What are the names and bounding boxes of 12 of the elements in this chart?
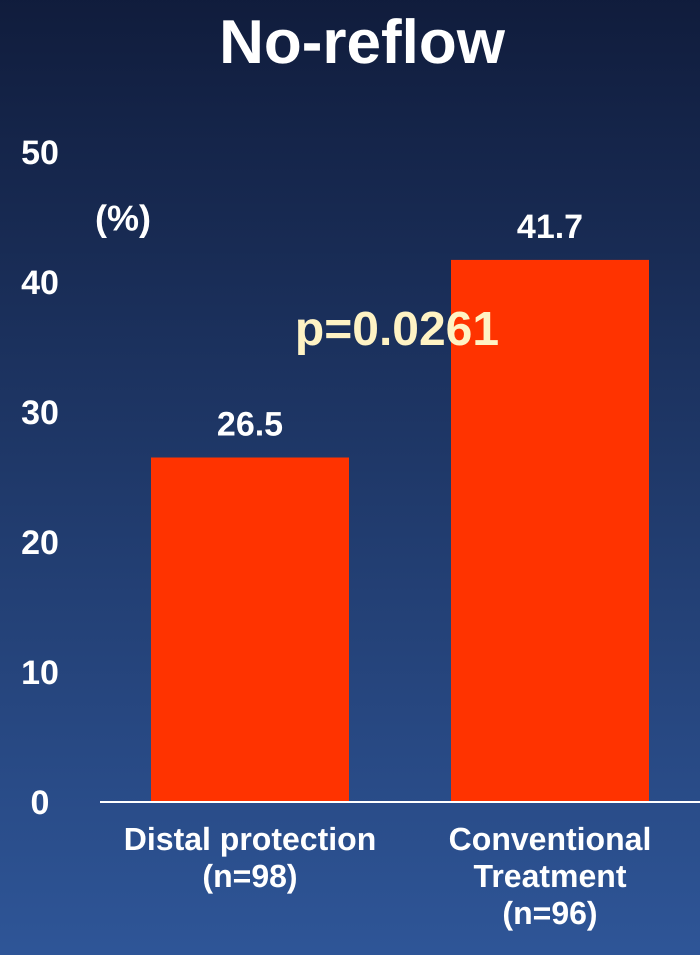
y-tick-label: 0 <box>30 784 50 822</box>
y-tick-label: 30 <box>21 394 59 432</box>
y-tick-label: 50 <box>21 134 59 172</box>
y-axis-title: (%) <box>95 198 151 239</box>
y-tick-label: 40 <box>21 264 59 302</box>
data-label: 26.5 <box>216 406 284 444</box>
data-label: 41.7 <box>516 208 584 246</box>
x-tick-label: Conventional Treatment (n=96) <box>448 821 652 931</box>
y-tick-label: 20 <box>21 524 59 562</box>
x-tick-label: Distal protection (n=98) <box>124 821 376 894</box>
chart-title: No-reflow <box>219 8 506 77</box>
y-tick-label: 10 <box>21 654 59 692</box>
